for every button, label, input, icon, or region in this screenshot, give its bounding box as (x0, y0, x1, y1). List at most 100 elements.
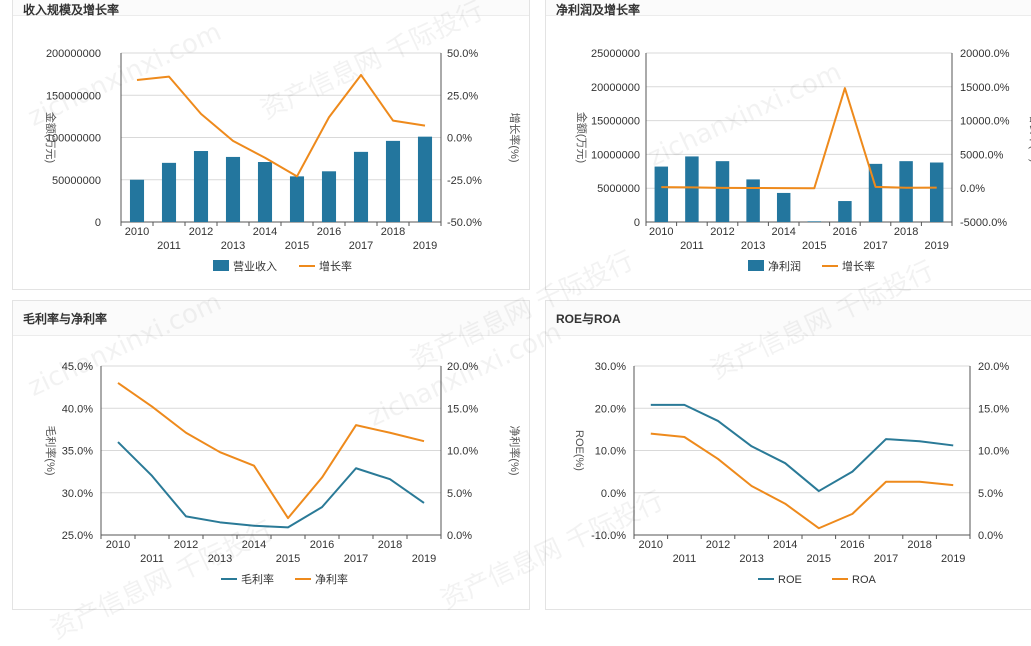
right-tick-label: 0.0% (960, 183, 985, 195)
x-tick-label: 2017 (874, 553, 898, 565)
legend-swatch (213, 260, 229, 271)
bar (685, 156, 699, 222)
right-tick-label: 20000.0% (960, 48, 1010, 60)
x-tick-label: 2014 (771, 226, 795, 238)
x-tick-label: 2013 (739, 553, 763, 565)
left-tick-label: 10.0% (595, 446, 626, 458)
x-tick-label: 2015 (285, 240, 309, 252)
line-point (874, 185, 877, 188)
x-tick-label: 2010 (649, 226, 673, 238)
line-point (935, 186, 938, 189)
x-tick-label: 2011 (140, 553, 164, 565)
line-point (851, 470, 854, 473)
x-tick-label: 2019 (412, 553, 436, 565)
x-tick-label: 2015 (807, 553, 831, 565)
line-point (813, 187, 816, 190)
x-tick-label: 2018 (894, 226, 918, 238)
x-tick-label: 2017 (349, 240, 373, 252)
x-tick-label: 2014 (253, 226, 277, 238)
line-point (389, 431, 392, 434)
line-point (905, 186, 908, 189)
panel-header: 毛利率与净利率 (13, 301, 529, 336)
line-point (200, 112, 203, 115)
line-point (918, 480, 921, 483)
series-line (650, 432, 954, 530)
x-tick-label: 2017 (344, 553, 368, 565)
right-tick-label: -25.0% (447, 175, 482, 187)
x-tick-label: 2010 (106, 539, 130, 551)
right-tick-label: 0.0% (447, 530, 472, 542)
series-line (661, 87, 937, 190)
x-tick-label: 2015 (276, 553, 300, 565)
bar (417, 136, 433, 222)
left-tick-label: -10.0% (591, 530, 626, 542)
net-profit-chart: 0 5000000 10000000 15000000 20000000 25000000… (575, 48, 1031, 273)
x-tick-label: 2012 (706, 539, 730, 551)
line-point (660, 186, 663, 189)
right-tick-label: 20.0% (447, 361, 478, 373)
line-point (117, 441, 120, 444)
bar (129, 179, 145, 222)
left-tick-label: 40.0% (62, 403, 93, 415)
line-point (360, 73, 363, 76)
bar (776, 192, 791, 222)
line-point (424, 124, 427, 127)
line-point (817, 527, 820, 530)
series-line (136, 73, 426, 178)
line-point (168, 75, 171, 78)
line-point (649, 432, 652, 435)
legend-label: 增长率 (842, 259, 875, 273)
left-axis-title: 金额(万元) (575, 112, 589, 163)
line-point (817, 490, 820, 493)
bar (193, 151, 209, 222)
right-tick-label: 10000.0% (960, 116, 1010, 128)
line-point (219, 521, 222, 524)
bar (353, 151, 369, 222)
left-tick-label: 15000000 (591, 116, 640, 128)
right-tick-label: 10.0% (978, 446, 1009, 458)
line-point (885, 480, 888, 483)
bar (929, 162, 944, 222)
line-point (843, 87, 846, 90)
line-point (750, 445, 753, 448)
right-tick-label: 0.0% (447, 133, 472, 145)
line-point (649, 403, 652, 406)
right-axis-title: 增长率(%) (508, 112, 522, 162)
right-tick-label: 0.0% (978, 530, 1003, 542)
panel-title: 毛利率与净利率 (23, 312, 108, 326)
line-point (784, 502, 787, 505)
left-tick-label: 100000000 (46, 133, 101, 145)
line-point (151, 405, 154, 408)
right-axis-title: 净利率(%) (508, 425, 522, 475)
line-point (253, 524, 256, 527)
left-tick-label: 200000000 (46, 48, 101, 60)
line-point (355, 467, 358, 470)
right-axis-title: 增长率(%) (1028, 112, 1031, 162)
x-tick-label: 2018 (907, 539, 931, 551)
right-tick-label: 5.0% (978, 488, 1003, 500)
bar (161, 162, 177, 222)
bar (225, 156, 241, 222)
line-point (355, 424, 358, 427)
line-point (721, 186, 724, 189)
right-tick-label: 20.0% (978, 361, 1009, 373)
right-tick-label: 50.0% (447, 48, 478, 60)
x-tick-label: 2016 (840, 539, 864, 551)
bar (838, 201, 852, 222)
left-tick-label: 0 (95, 217, 101, 229)
line-point (683, 403, 686, 406)
left-tick-label: 30.0% (595, 361, 626, 373)
panel-header: 净利润及增长率 (546, 0, 1031, 17)
x-tick-label: 2011 (680, 240, 704, 252)
line-point (423, 440, 426, 443)
left-axis-title: ROE(%) (573, 430, 585, 471)
line-point (321, 476, 324, 479)
x-tick-label: 2018 (378, 539, 402, 551)
bar (289, 176, 305, 222)
line-point (782, 187, 785, 190)
line-point (717, 457, 720, 460)
legend-label: 毛利率 (241, 572, 274, 586)
x-tick-label: 2012 (189, 226, 213, 238)
line-point (185, 515, 188, 518)
x-tick-label: 2014 (242, 539, 266, 551)
